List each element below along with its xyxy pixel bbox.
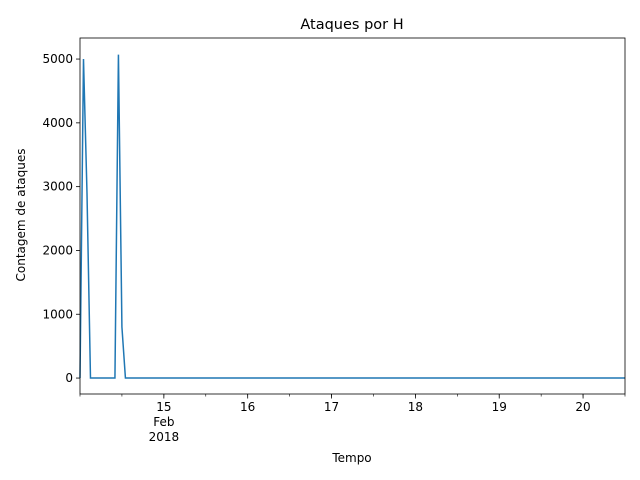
y-tick-label: 3000: [42, 180, 73, 194]
series-points: [80, 54, 625, 378]
x-tick-label: 18: [408, 400, 423, 414]
x-axis-label: Tempo: [331, 451, 371, 465]
plot-frame: [79, 37, 626, 395]
series-line: [79, 54, 625, 379]
y-tick-label: 0: [65, 371, 73, 385]
chart-title: Ataques por H: [300, 17, 403, 33]
y-axis-ticks: 0 1000 2000 3000 4000 5000: [42, 52, 80, 385]
x-tick-year-label: 2018: [149, 430, 180, 444]
y-tick-label: 5000: [42, 52, 73, 66]
x-tick-label: 19: [492, 400, 507, 414]
x-tick-month-label: Feb: [153, 415, 174, 429]
x-tick-label: 16: [240, 400, 255, 414]
x-tick-label: 17: [324, 400, 339, 414]
y-tick-label: 2000: [42, 243, 73, 257]
y-axis-label: Contagem de ataques: [14, 149, 28, 282]
y-tick-label: 4000: [42, 116, 73, 130]
y-tick-label: 1000: [42, 307, 73, 321]
x-tick-label: 15: [156, 400, 171, 414]
x-tick-label: 20: [575, 400, 590, 414]
